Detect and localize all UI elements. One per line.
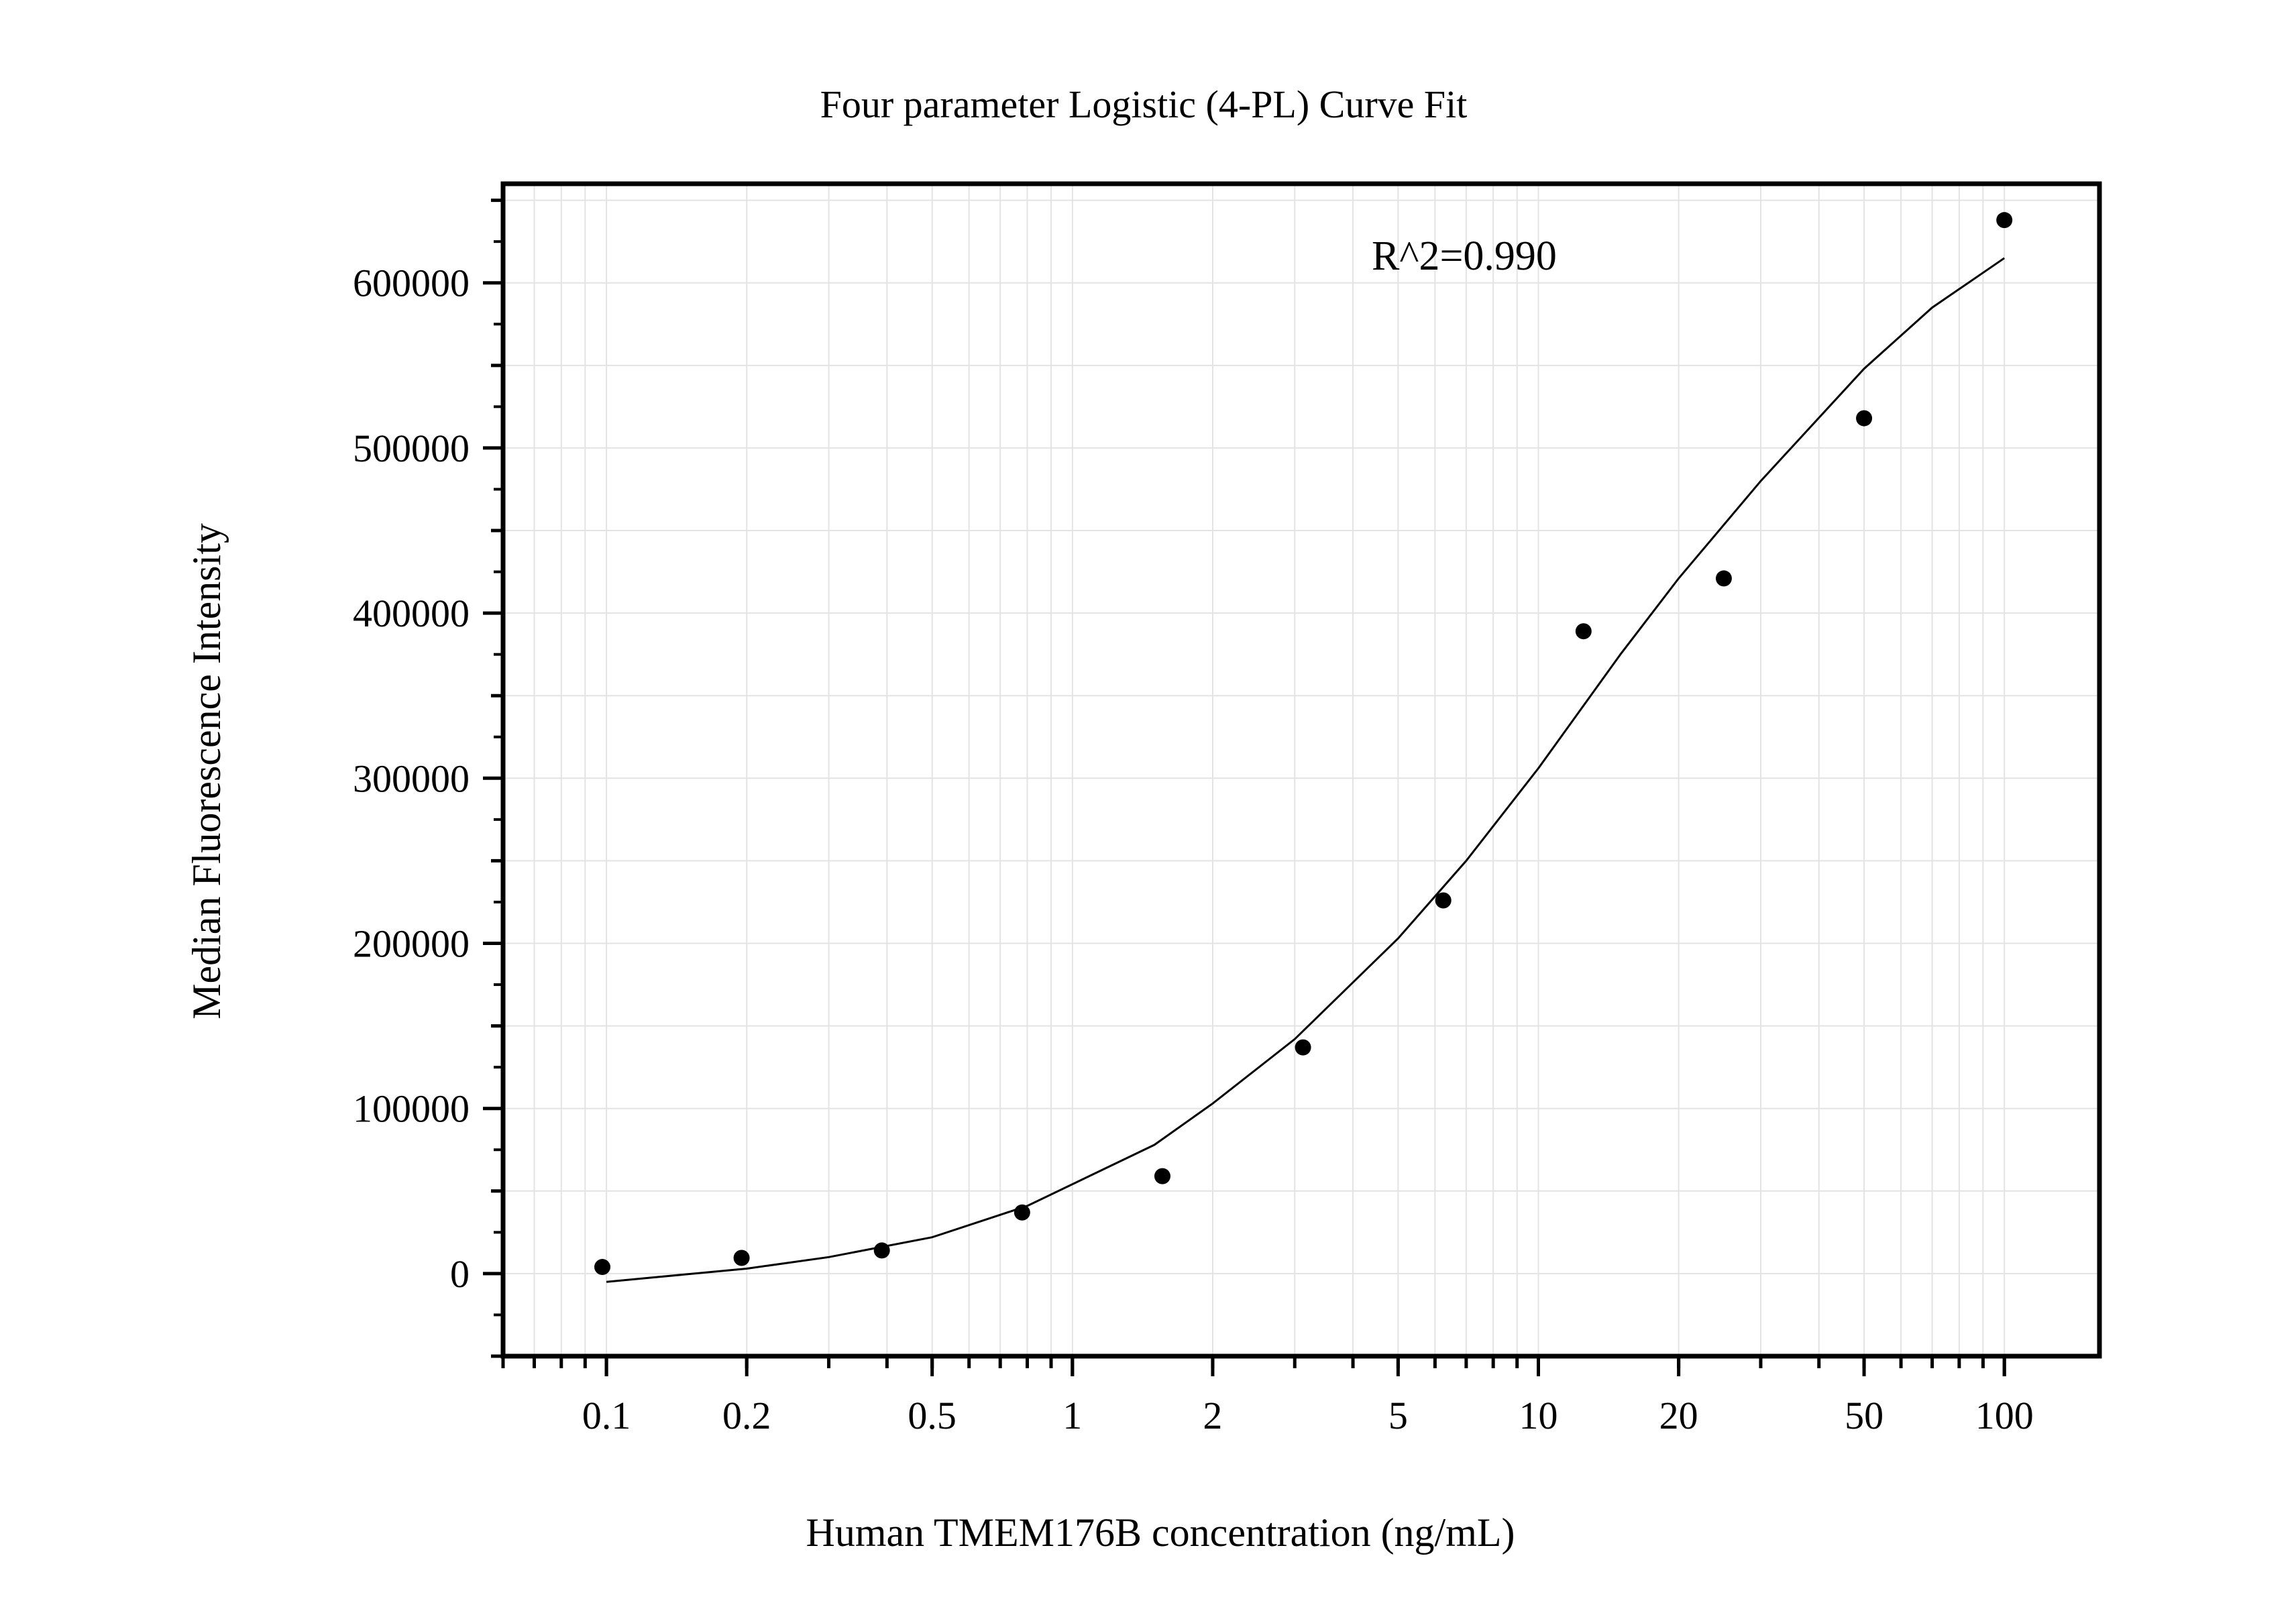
x-tick-label: 0.5 xyxy=(908,1394,956,1437)
y-tick-label: 400000 xyxy=(353,592,470,635)
x-tick-label: 1 xyxy=(1062,1394,1082,1437)
chart-title: Four parameter Logistic (4-PL) Curve Fit xyxy=(820,82,1468,126)
x-tick-label: 0.1 xyxy=(582,1394,631,1437)
data-point xyxy=(594,1259,611,1276)
data-point xyxy=(1154,1168,1170,1184)
tick-labels-layer: 0.1 0.2 0.5 1 2 5 10 20 50 100 0 100000 200000 300000… xyxy=(353,262,2034,1437)
y-axis-label: Median Fluorescence Intensity xyxy=(184,523,229,1019)
y-tick-label: 100000 xyxy=(353,1087,470,1131)
y-tick-label: 200000 xyxy=(353,922,470,966)
curve-layer xyxy=(606,257,2006,1283)
plot-frame xyxy=(500,181,2102,1359)
data-point xyxy=(733,1250,750,1266)
points-layer xyxy=(594,212,2013,1276)
data-point xyxy=(1715,570,1732,587)
x-tick-label: 0.2 xyxy=(722,1394,771,1437)
data-point xyxy=(1996,212,2013,229)
y-tick-label: 600000 xyxy=(353,262,470,305)
y-tick-label: 300000 xyxy=(353,757,470,800)
x-tick-label: 50 xyxy=(1845,1394,1883,1437)
x-tick-label: 5 xyxy=(1388,1394,1408,1437)
ticks-layer xyxy=(483,199,2006,1376)
x-tick-label: 100 xyxy=(1975,1394,2034,1437)
data-point xyxy=(1014,1204,1030,1221)
fit-curve xyxy=(606,257,2006,1283)
data-point xyxy=(1435,892,1452,909)
x-axis-label: Human TMEM176B concentration (ng/mL) xyxy=(806,1510,1515,1555)
x-tick-label: 2 xyxy=(1203,1394,1222,1437)
y-tick-label: 0 xyxy=(450,1252,470,1296)
data-point xyxy=(1575,623,1592,640)
data-point xyxy=(1856,410,1873,427)
y-tick-label: 500000 xyxy=(353,427,470,470)
data-point xyxy=(1295,1039,1311,1056)
x-tick-label: 20 xyxy=(1659,1394,1698,1437)
data-point xyxy=(873,1242,890,1259)
r-squared-annotation: R^2=0.990 xyxy=(1372,233,1557,279)
x-tick-label: 10 xyxy=(1519,1394,1558,1437)
grid-layer xyxy=(502,184,2099,1357)
